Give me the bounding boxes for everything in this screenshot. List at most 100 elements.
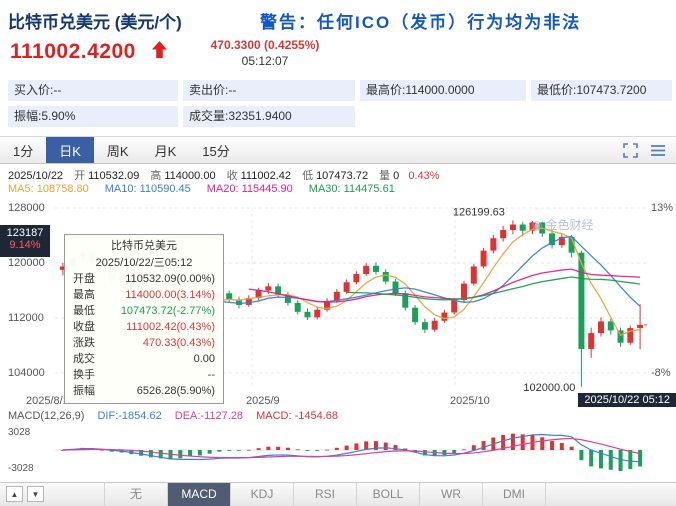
indicator-tab-1[interactable]: MACD (168, 483, 231, 506)
svg-text:102000.00: 102000.00 (523, 382, 575, 394)
period-tab-1[interactable]: 日K (46, 137, 94, 163)
indicator-tab-3[interactable]: RSI (294, 483, 357, 506)
quote-field-3: 最低价:107473.7200 (531, 80, 672, 101)
indicator-tab-0[interactable]: 无 (104, 483, 168, 506)
macd-axis-top: 3028 (8, 426, 31, 438)
price-up-arrow-icon (152, 41, 167, 63)
dif-value: DIF:-1854.62 (97, 410, 162, 422)
watermark: ◉ 金色财经 (532, 216, 594, 233)
ico-warning-banner: 警告：任何ICO（发币）行为均为非法 (260, 13, 582, 32)
price-axis-label-3: 104000 (8, 367, 45, 379)
readout-date: 2025/10/22 (8, 170, 64, 182)
tooltip-label: 最低 (73, 305, 95, 317)
tooltip-label: 开盘 (73, 273, 95, 285)
tooltip-label: 收盘 (73, 321, 95, 333)
scroll-down-button[interactable]: ▼ (27, 486, 44, 502)
macd-params: MACD(12,26,9) (8, 410, 85, 422)
cursor-price: 123187 (6, 227, 44, 240)
tooltip-row-7: 振幅 6526.28(5.90%) (65, 383, 223, 399)
right-axis-top: 13% (651, 202, 674, 214)
right-axis-bottom: -8% (651, 367, 671, 379)
macd-axis-bottom: -3028 (8, 463, 34, 475)
tooltip-value: 0.00 (193, 353, 215, 365)
period-tab-3[interactable]: 月K (154, 143, 177, 159)
tooltip-date: 2025/10/22/三05:12 (95, 257, 193, 269)
time-axis-label-1: 2025/9 (246, 395, 280, 407)
chart-toolbar (623, 137, 676, 163)
readout-pct: 0.43% (408, 170, 440, 182)
quote-field-1: 卖出价:-- (183, 80, 355, 101)
tooltip-value: 110532.09(0.00%) (125, 273, 215, 285)
tooltip-label: 换手 (73, 369, 95, 381)
open-value: 110532.09 (88, 170, 140, 182)
tooltip-label: 最高 (73, 289, 95, 301)
datetime-badge: 2025/10/22 05:12 (578, 393, 676, 407)
time-axis-label-0: 2025/8/13 (26, 395, 75, 407)
watermark-logo-icon: ◉ (532, 217, 543, 232)
period-tab-0[interactable]: 1分 (13, 143, 34, 159)
tooltip-value: 111002.42(0.43%) (126, 321, 215, 333)
high-label: 高 (150, 170, 162, 182)
scroll-up-button[interactable]: ▲ (6, 486, 23, 502)
candlestick-chart[interactable]: 126199.63 102000.00 128000 120000 112000 104… (0, 198, 676, 410)
quote-field-5: 成交量:32351.9400 (183, 106, 355, 127)
period-tabbar: 1分 日K 周K 月K 15分 (0, 136, 676, 164)
svg-text:126199.63: 126199.63 (453, 206, 505, 218)
tooltip-label: 振幅 (73, 385, 95, 397)
price-change: 470.3300 (0.4255%) (210, 38, 320, 52)
ma-readout-2: MA20: 115445.90 (206, 183, 293, 195)
volume-label: 量 (379, 170, 391, 182)
tooltip-value: 6526.28(5.90%) (136, 385, 215, 397)
quote-field-2: 最高价:114000.0000 (360, 80, 526, 101)
indicator-tab-2[interactable]: KDJ (231, 483, 294, 506)
macd-panel[interactable]: MACD(12,26,9) DIF:-1854.62 DEA:-1127.28 … (0, 410, 676, 482)
price-axis-label-2: 112000 (8, 312, 44, 324)
indicator-tabs: 无 MACD KDJ RSI BOLL WR DMI (104, 483, 546, 506)
tooltip-row-3: 收盘 111002.42(0.43%) (65, 319, 223, 335)
time-axis-label-2: 2025/10 (450, 395, 490, 407)
fullscreen-icon[interactable] (623, 142, 638, 158)
tooltip-row-5: 成交 0.00 (65, 351, 223, 367)
macd-svg (55, 433, 648, 471)
cursor-price-badge: 123187 9.14% (0, 225, 50, 258)
watermark-text: 金色财经 (545, 218, 594, 232)
last-price: 111002.4200 (10, 40, 136, 63)
tooltip-row-6: 换手 -- (65, 367, 223, 383)
tooltip-row-0: 开盘 110532.09(0.00%) (65, 271, 223, 287)
tooltip-label: 涨跌 (73, 337, 95, 349)
tooltip-value: 470.33(0.43%) (142, 337, 215, 349)
tooltip-value: -- (207, 369, 215, 381)
tooltip-label: 成交 (73, 353, 95, 365)
period-tab-4[interactable]: 15分 (202, 143, 230, 159)
close-value: 111002.42 (240, 170, 291, 182)
dea-value: DEA:-1127.28 (174, 410, 244, 422)
ohlc-tooltip: 比特币兑美元 2025/10/22/三05:12 开盘 110532.09(0.0… (64, 234, 224, 404)
open-label: 开 (74, 170, 86, 182)
macd-readout: MACD(12,26,9) DIF:-1854.62 DEA:-1127.28 … (8, 410, 348, 422)
quote-field-4: 振幅:5.90% (8, 106, 178, 127)
change-block: 470.3300 (0.4255%) 05:12:07 (190, 38, 340, 68)
price-axis-label-1: 120000 (8, 257, 45, 269)
menu-icon[interactable] (650, 144, 666, 157)
indicator-tab-4[interactable]: BOLL (357, 483, 420, 506)
ma-readout-3: MA30: 114475.61 (308, 183, 395, 195)
tooltip-value: 107473.72(-2.77%) (120, 305, 215, 317)
quote-fields: 买入价:-- 卖出价:-- 最高价:114000.0000 最低价:107473.72… (8, 80, 672, 127)
ma-readout-0: MA5: 108758.80 (8, 183, 89, 195)
tooltip-row-2: 最低 107473.72(-2.77%) (65, 303, 223, 319)
low-value: 107473.72 (316, 170, 369, 182)
low-label: 低 (302, 170, 314, 182)
ohlc-readout: 2025/10/22 开 110532.09 高 114000.00 收 111002… (8, 167, 440, 183)
price-axis-label-0: 128000 (8, 202, 45, 214)
page-title: 比特币兑美元 (美元/个) (8, 13, 182, 32)
indicator-tab-5[interactable]: WR (420, 483, 483, 506)
tooltip-row-1: 最高 114000.00(3.14%) (65, 287, 223, 303)
period-tab-2[interactable]: 周K (106, 143, 129, 159)
indicator-tab-6[interactable]: DMI (483, 483, 546, 506)
tooltip-value: 114000.00(3.14%) (125, 289, 215, 301)
ma-readout-1: MA10: 110590.45 (104, 183, 191, 195)
tooltip-row-4: 涨跌 470.33(0.43%) (65, 335, 223, 351)
cursor-pct: 9.14% (9, 239, 41, 252)
macd-value: MACD: -1454.68 (256, 410, 339, 422)
